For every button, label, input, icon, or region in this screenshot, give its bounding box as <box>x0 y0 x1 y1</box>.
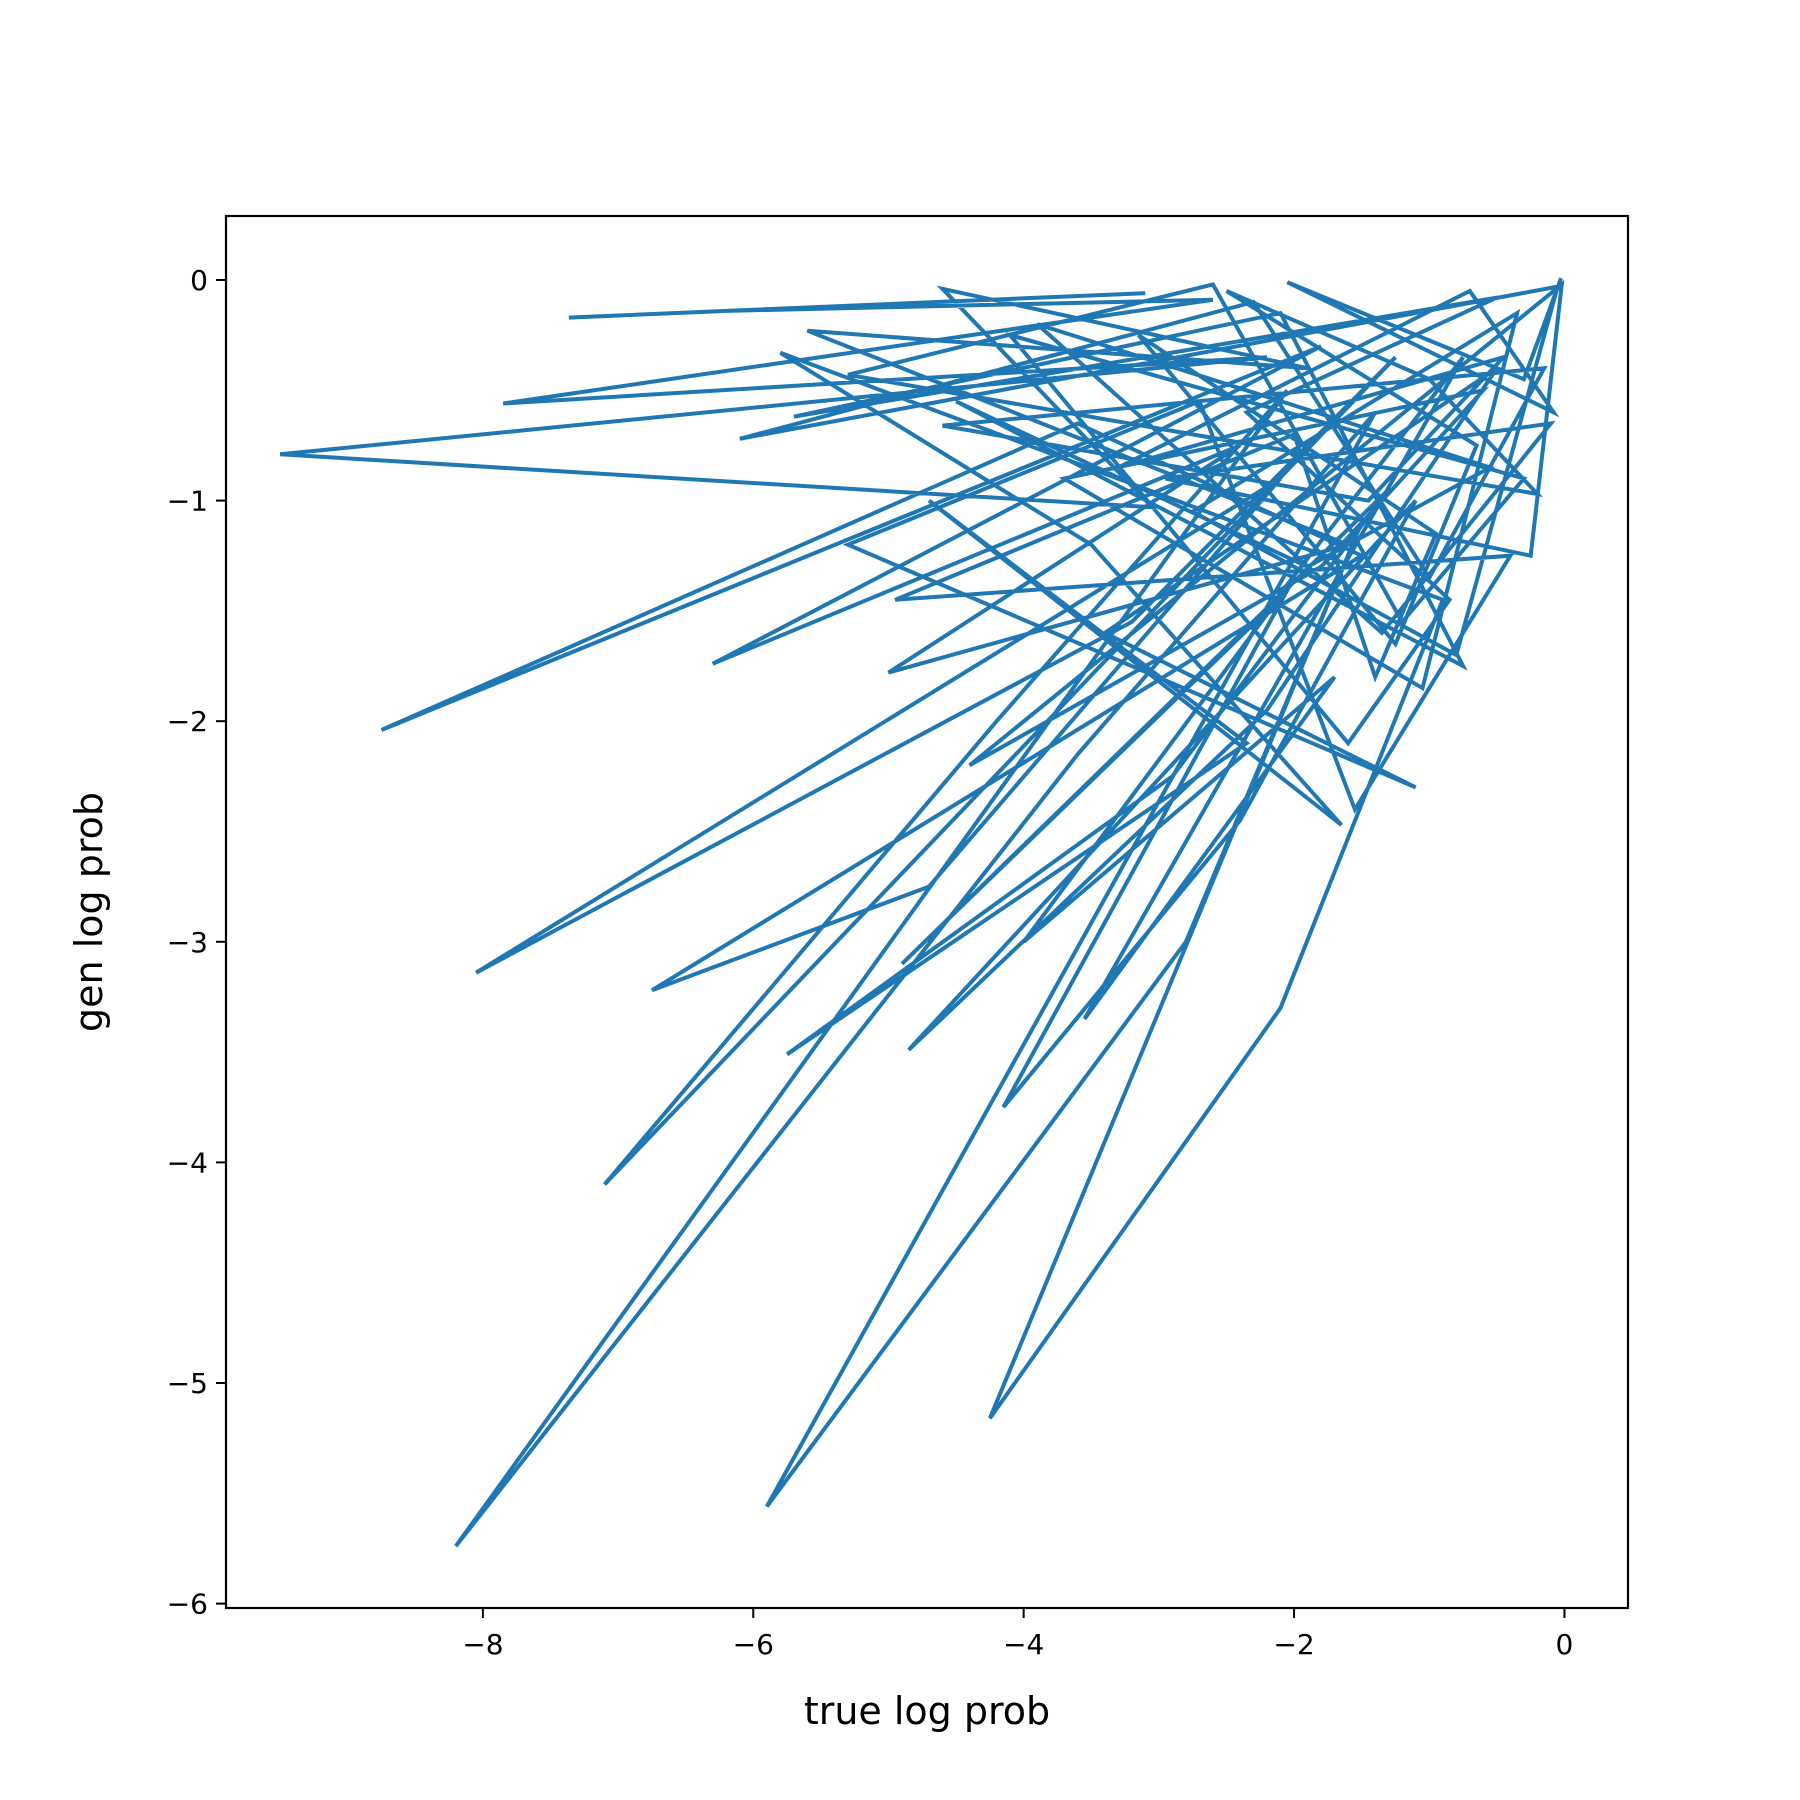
y-tick-label: −3 <box>167 926 208 959</box>
x-axis-title: true log prob <box>804 1689 1050 1733</box>
y-tick-label: −4 <box>167 1146 208 1179</box>
x-tick-label: −4 <box>1003 1628 1044 1661</box>
x-axis: −8 −6 −4 −2 0 <box>462 1608 1573 1661</box>
series-layer <box>279 277 1565 1548</box>
y-tick-label: −6 <box>167 1588 208 1621</box>
y-axis: 0 −1 −2 −3 −4 −5 −6 <box>167 264 226 1621</box>
y-tick-label: −2 <box>167 705 208 738</box>
series-line-0 <box>279 277 1565 1548</box>
y-tick-label: −5 <box>167 1367 208 1400</box>
x-tick-label: −2 <box>1273 1628 1314 1661</box>
plot-area <box>226 216 1628 1608</box>
plot-frame <box>224 214 1630 1610</box>
x-tick-label: 0 <box>1556 1628 1574 1661</box>
y-tick-label: 0 <box>190 264 208 297</box>
y-axis-title: gen log prob <box>67 792 111 1032</box>
y-tick-label: −1 <box>167 485 208 518</box>
x-tick-label: −8 <box>462 1628 503 1661</box>
x-tick-label: −6 <box>733 1628 774 1661</box>
